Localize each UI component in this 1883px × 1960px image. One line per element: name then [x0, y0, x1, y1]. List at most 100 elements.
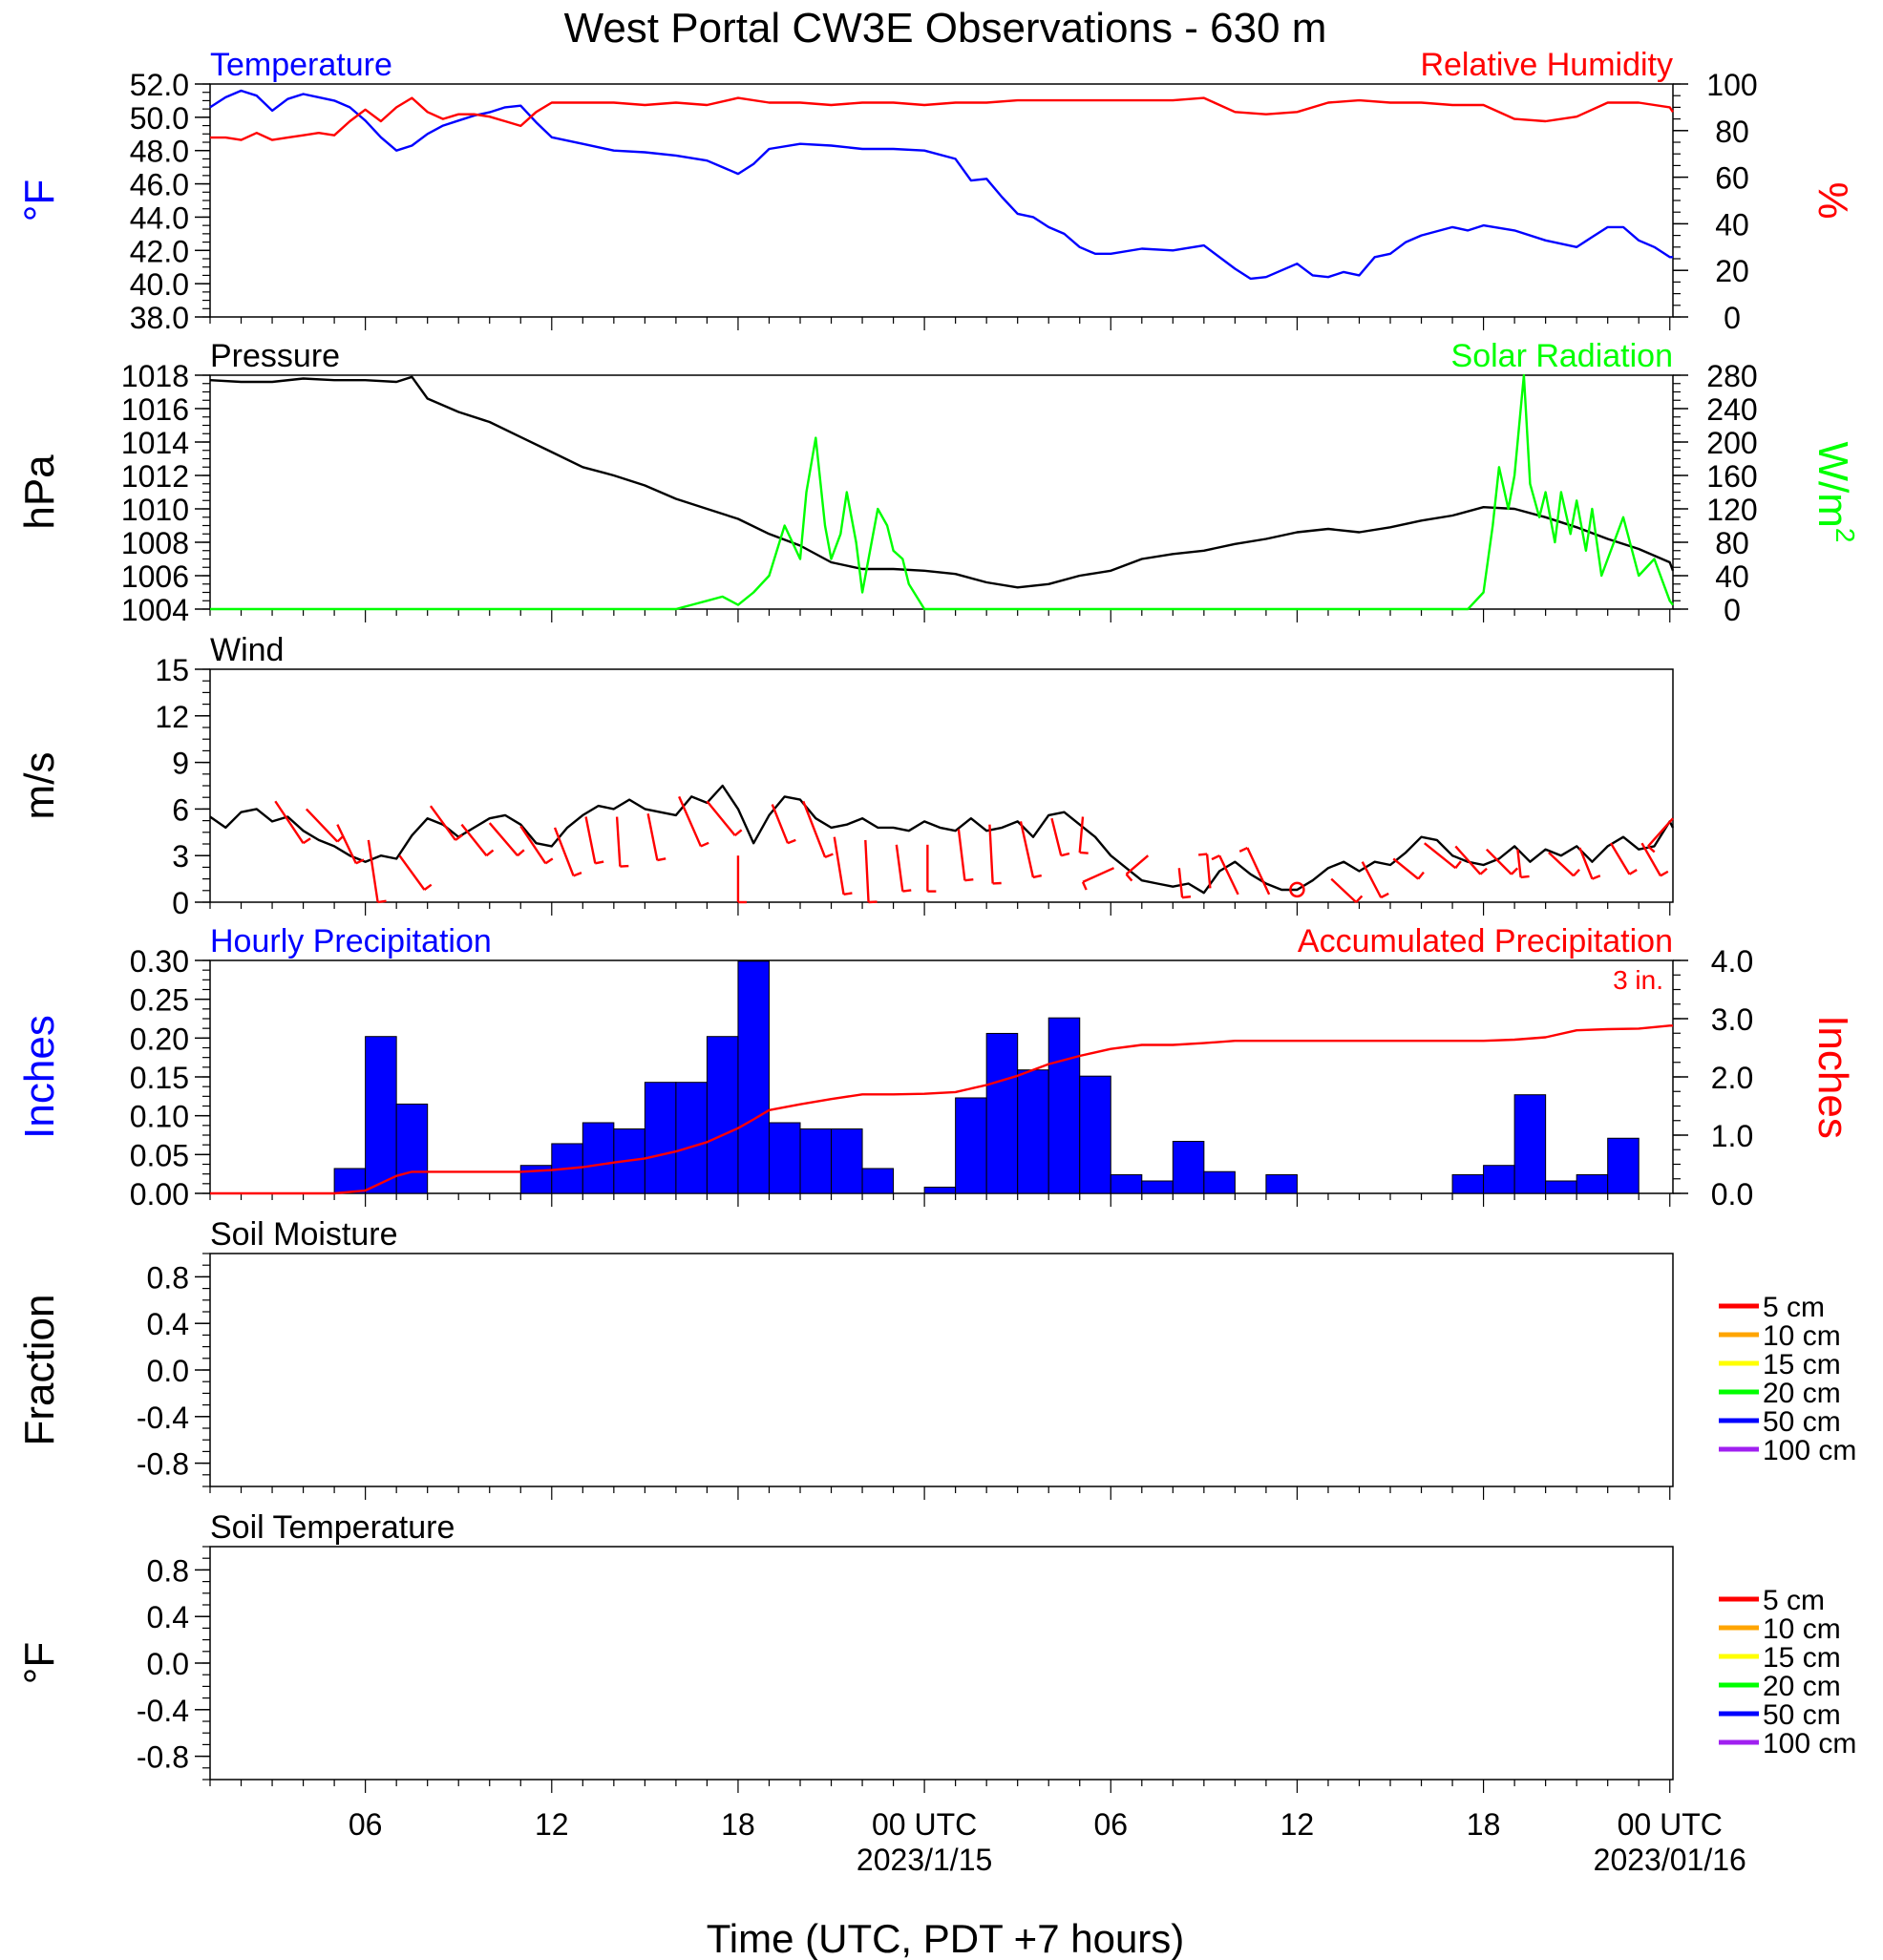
y-tick-label: 60: [1715, 161, 1749, 196]
wind-barb: [771, 804, 790, 844]
wind-barb: [1050, 817, 1063, 856]
plot-frame: [209, 374, 1674, 610]
wind-barb-flag: [517, 849, 525, 857]
legend-label: 50 cm: [1763, 1699, 1841, 1731]
left-axis-label: Inches: [16, 1015, 63, 1139]
precip-bar: [768, 1122, 801, 1194]
y-tick-label: 0.10: [130, 1100, 189, 1134]
wind-barb-flag: [1125, 873, 1133, 882]
wind-barb: [1454, 845, 1482, 875]
y-tick-label: 12: [155, 700, 189, 734]
wind-barb-flag: [700, 841, 709, 848]
wind-barb: [1082, 867, 1115, 883]
plot-frame: [209, 1253, 1674, 1487]
panel-title: Soil Moisture: [210, 1216, 398, 1253]
wind-barb: [988, 824, 994, 884]
plot-frame: [209, 959, 1674, 1194]
wind-barb-flag: [1417, 871, 1425, 880]
wind-barb: [1205, 854, 1212, 889]
series-line-0: [209, 375, 1675, 589]
wind-barb: [1640, 842, 1662, 876]
y-tick-label: 1004: [121, 593, 189, 627]
plot-frame: [209, 1546, 1674, 1781]
right-axis-label: Inches: [1809, 1015, 1856, 1139]
legend-label: 5 cm: [1763, 1292, 1825, 1323]
wind-barb-flag: [1511, 867, 1519, 875]
wind-barb-flag: [1198, 853, 1208, 856]
y-tick-label: 0.25: [130, 983, 189, 1018]
precip-bar: [1265, 1173, 1298, 1194]
precip-bar: [1607, 1137, 1640, 1194]
y-tick-label: 80: [1715, 526, 1749, 560]
panel-wind: Wind 0 3 6 9 12 15 m/s: [16, 632, 1675, 920]
y-tick-label: 0: [1724, 301, 1741, 335]
wind-barb: [1330, 877, 1358, 903]
calm-wind-circle: [1289, 881, 1305, 898]
y-tick-label: 52.0: [130, 68, 189, 102]
y-tick-label: 1.0: [1711, 1119, 1753, 1153]
y-tick-label: 3.0: [1711, 1002, 1753, 1037]
y-tick-label: 100: [1706, 68, 1757, 102]
panel-temp_rh: Temperature Relative Humidity 38.040.042.0…: [16, 47, 1856, 335]
legend-label: 10 cm: [1763, 1320, 1841, 1352]
wind-barb-flag: [355, 858, 365, 865]
wind-barb: [615, 816, 622, 867]
left-axis-label: hPa: [16, 454, 63, 530]
y-tick-label: -0.8: [137, 1447, 189, 1482]
precip-bar: [1017, 1069, 1049, 1194]
panel-soil_moisture: Soil Moisture -0.8 -0.4 0.0 0.4 0.8 Fraction 5 …: [16, 1216, 1856, 1500]
wind-barb-flag: [964, 877, 974, 882]
panel-title: Hourly Precipitation: [210, 923, 492, 959]
legend-label: 50 cm: [1763, 1406, 1841, 1438]
y-tick-label: 40.0: [130, 267, 189, 302]
left-axis-label: °F: [16, 179, 63, 221]
wind-barb-flag: [423, 883, 433, 891]
precip-bar: [923, 1186, 957, 1194]
y-tick-label: 0.0: [147, 1354, 189, 1388]
y-tick-label: 50.0: [130, 101, 189, 136]
wind-barb: [864, 839, 870, 903]
left-axis-label: °F: [16, 1642, 63, 1684]
y-tick-label: 0: [1724, 593, 1741, 627]
wind-barb: [1078, 816, 1085, 854]
wind-barb: [460, 823, 488, 856]
wind-barb-flag: [1211, 854, 1220, 861]
right-axis-label: W/m2: [1809, 442, 1860, 543]
legend-label: 100 cm: [1763, 1435, 1856, 1466]
y-tick-label: 280: [1706, 359, 1757, 393]
series-line-0: [209, 89, 1673, 281]
precip-bar: [1576, 1173, 1609, 1194]
precip-bar: [985, 1032, 1019, 1194]
wind-barb: [1516, 849, 1522, 878]
wind-barb-flag: [302, 837, 311, 845]
wind-barb-flag: [843, 892, 853, 896]
y-tick-label: 240: [1706, 392, 1757, 427]
y-tick-label: 0.30: [130, 944, 189, 979]
wind-barb-flag: [1181, 895, 1192, 899]
plot-frame: [209, 83, 1674, 318]
wind-barb: [336, 824, 357, 864]
wind-barb-flag: [902, 889, 912, 893]
y-tick-label: 3: [172, 839, 189, 874]
x-tick-label: 12: [1280, 1807, 1315, 1842]
precip-bar: [1110, 1173, 1143, 1194]
y-tick-label: 48.0: [130, 135, 189, 169]
precip-bar: [799, 1128, 833, 1194]
precip-bar: [737, 960, 770, 1194]
y-tick-label: 200: [1706, 426, 1757, 460]
y-tick-label: 0.8: [147, 1553, 189, 1588]
panel-title: Pressure: [210, 338, 340, 374]
wind-barb: [646, 813, 659, 861]
wind-barb-flag: [485, 849, 495, 857]
panel-title: Wind: [210, 632, 284, 668]
precip-bar: [706, 1036, 739, 1194]
y-tick-label: 1008: [121, 526, 189, 560]
wind-barb: [1548, 852, 1575, 877]
wind-barb: [1125, 854, 1150, 875]
precip-bar: [1203, 1170, 1236, 1194]
y-tick-label: 1012: [121, 459, 189, 494]
wind-barb: [1361, 861, 1383, 898]
precip-bar: [333, 1168, 367, 1194]
unit-superscript: 2: [1830, 528, 1860, 543]
wind-barb-flag: [1573, 868, 1580, 877]
